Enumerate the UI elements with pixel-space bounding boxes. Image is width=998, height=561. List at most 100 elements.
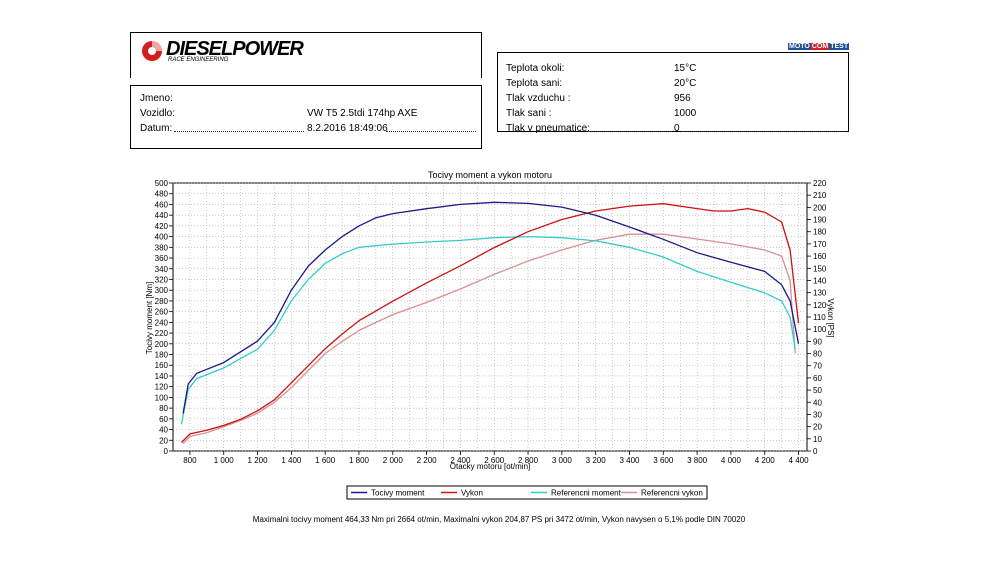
y-right-tick-label: 190 [813,216,827,225]
y-right-tick-label: 0 [813,447,818,456]
x-tick-label: 3 800 [687,456,708,465]
x-tick-label: 800 [183,456,197,465]
legend-label-tocivy-moment: Tocivy moment [371,489,425,498]
y-left-tick-label: 40 [159,426,168,435]
y-left-tick-label: 240 [155,318,169,327]
ambient-temp-value: 15°C [674,63,697,74]
y-left-tick-label: 320 [155,275,169,284]
chart-axes: 800 1 000 1 200 1 400 1 600 1 800 2 000 2 200 2 … [155,179,827,465]
tire-pressure-value: 0 [674,123,680,134]
vehicle-label: Vozidlo: [140,108,176,119]
y-right-tick-label: 90 [813,337,822,346]
brand-mark: MOTO COM TEST [788,43,850,50]
y-left-tick-label: 260 [155,308,169,317]
y-right-tick-label: 60 [813,374,822,383]
y-right-tick-label: 130 [813,289,827,298]
x-tick-label: 2 000 [383,456,404,465]
series-line-referencni-moment [180,235,796,425]
x-tick-label: 3 400 [619,456,640,465]
y-right-tick-label: 210 [813,191,827,200]
x-tick-label: 3 600 [653,456,674,465]
header-logo-panel [130,32,482,78]
y-right-tick-label: 200 [813,203,827,212]
legend-label-referencni-vykon: Referencni vykon [641,489,703,498]
legend-label-vykon: Vykon [461,489,483,498]
x-tick-label: 1 000 [214,456,235,465]
y-left-tick-label: 160 [155,361,169,370]
chart-legend: Tocivy moment Vykon Referencni moment Refer… [346,485,708,500]
y-left-tick-label: 500 [155,179,169,188]
turbo-logo-icon [142,41,162,61]
y-right-tick-label: 110 [813,313,826,322]
y-left-tick-label: 380 [155,243,169,252]
y-right-tick-label: 100 [813,325,827,334]
x-tick-label: 3 000 [552,456,573,465]
y-left-tick-label: 0 [164,447,169,456]
summary-footer: Maximalni tocivy moment 464,33 Nm pri 26… [252,515,746,524]
intake-pressure-label: Tlak sani : [506,108,552,119]
y-right-tick-label: 170 [813,240,827,249]
y-right-tick-label: 10 [813,435,822,444]
x-tick-label: 4 000 [721,456,742,465]
series-line-vykon [181,203,800,443]
x-tick-label: 2 400 [450,456,471,465]
intake-temp-label: Teplota sani: [506,78,563,89]
y-left-tick-label: 60 [159,415,168,424]
chart-series [180,201,800,445]
chart-grid [172,182,808,452]
series-line-referencni-vykon [182,233,796,445]
air-pressure-value: 956 [674,93,691,104]
legend-box [346,485,708,500]
y-left-tick-label: 100 [155,393,169,402]
legend-label-referencni-moment: Referencni moment [551,489,622,498]
y-left-tick-label: 220 [155,329,169,338]
y-left-tick-label: 140 [155,372,169,381]
logo-text: DIESELPOWER [166,38,304,60]
x-tick-label: 4 200 [755,456,776,465]
x-tick-label: 2 600 [484,456,505,465]
x-tick-label: 2 800 [518,456,539,465]
name-label: Jmeno: [140,93,173,104]
y-left-tick-label: 300 [155,286,169,295]
x-tick-label: 1 600 [315,456,336,465]
y-right-tick-label: 20 [813,423,822,432]
y-left-tick-label: 480 [155,190,169,199]
y-right-tick-label: 160 [813,252,827,261]
date-value: 8.2.2016 18:49:06 [307,123,388,134]
y-right-tick-label: 150 [813,264,827,273]
x-tick-label: 1 200 [248,456,269,465]
y-left-tick-label: 180 [155,351,169,360]
chart-title: Tocivy moment a vykon motoru [428,170,552,180]
x-tick-label: 1 400 [281,456,302,465]
x-tick-label: 4 400 [789,456,810,465]
y-right-tick-label: 50 [813,386,822,395]
date-leader-dots [174,131,304,132]
y-left-tick-label: 200 [155,340,169,349]
y-right-tick-label: 30 [813,410,822,419]
y-left-tick-label: 280 [155,297,169,306]
tire-trailing-dots [682,131,846,132]
intake-pressure-value: 1000 [674,108,697,119]
dyno-chart: Tocivy moment a vykon motoru 800 1 000 1 2… [145,170,835,500]
date-trailing-dots [386,131,476,132]
vehicle-value: VW T5 2.5tdi 174hp AXE [307,108,418,119]
y-right-tick-label: 40 [813,398,822,407]
date-label: Datum: [140,123,173,134]
tire-pressure-label: Tlak v pneumatice: [506,123,590,134]
air-pressure-label: Tlak vzduchu : [506,93,571,104]
ambient-temp-label: Teplota okoli: [506,63,565,74]
x-tick-label: 2 200 [417,456,438,465]
y-left-tick-label: 440 [155,211,169,220]
series-line-tocivy-moment [182,201,800,414]
y-left-tick-label: 400 [155,233,169,242]
y-right-tick-label: 70 [813,362,822,371]
y-right-tick-label: 180 [813,228,827,237]
vehicle-info-panel [130,85,482,149]
y-left-tick-label: 120 [155,383,169,392]
tire-leader-dots [588,131,672,132]
y-left-tick-label: 420 [155,222,169,231]
y-left-tick-label: 20 [159,436,168,445]
intake-temp-value: 20°C [674,78,697,89]
x-tick-label: 3 200 [586,456,607,465]
y-right-tick-label: 80 [813,350,822,359]
